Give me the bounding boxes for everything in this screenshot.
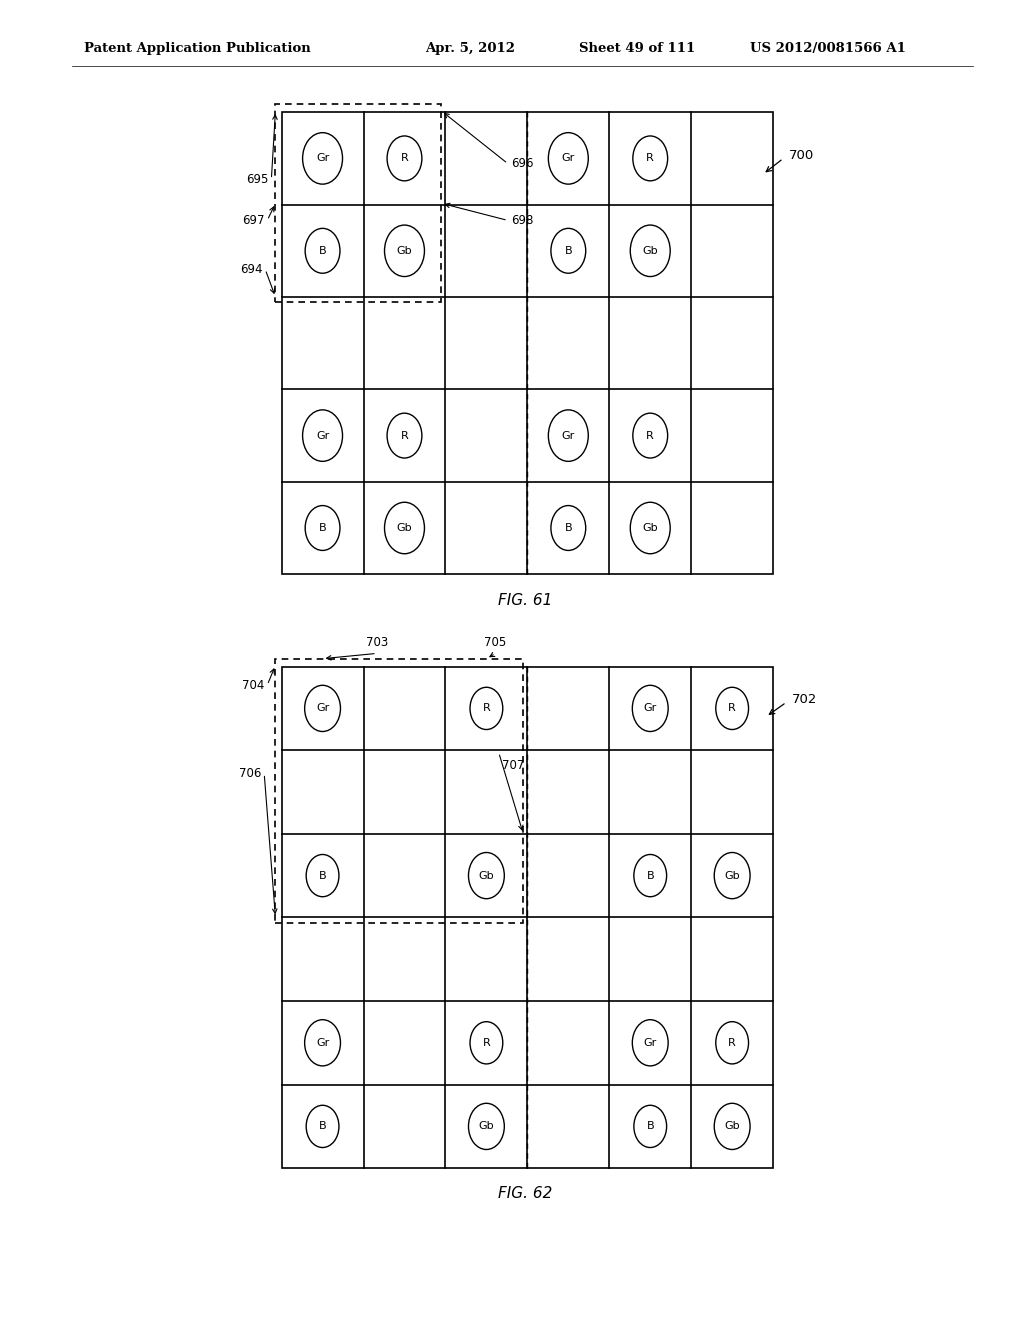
Text: R: R — [646, 430, 654, 441]
Text: Gr: Gr — [644, 704, 656, 713]
Text: 707: 707 — [502, 759, 524, 772]
Text: R: R — [646, 153, 654, 164]
Text: B: B — [646, 1122, 654, 1131]
Circle shape — [305, 228, 340, 273]
Circle shape — [303, 411, 342, 462]
Text: 704: 704 — [242, 678, 264, 692]
Text: Sheet 49 of 111: Sheet 49 of 111 — [579, 42, 695, 55]
Text: B: B — [646, 871, 654, 880]
Circle shape — [305, 1020, 340, 1067]
Text: Gr: Gr — [562, 153, 574, 164]
Circle shape — [633, 136, 668, 181]
Circle shape — [715, 1104, 750, 1150]
Text: 694: 694 — [240, 263, 262, 276]
Text: Apr. 5, 2012: Apr. 5, 2012 — [425, 42, 515, 55]
Text: Gr: Gr — [316, 153, 329, 164]
Text: B: B — [318, 871, 327, 880]
Text: 695: 695 — [246, 173, 268, 186]
Text: 696: 696 — [511, 157, 534, 170]
Circle shape — [551, 228, 586, 273]
Text: R: R — [728, 704, 736, 713]
Circle shape — [549, 133, 588, 185]
Text: 702: 702 — [792, 693, 817, 706]
Circle shape — [387, 413, 422, 458]
Text: Gb: Gb — [478, 1122, 495, 1131]
Text: R: R — [482, 704, 490, 713]
Text: FIG. 62: FIG. 62 — [498, 1185, 553, 1201]
Text: Gr: Gr — [316, 704, 329, 713]
Circle shape — [306, 1105, 339, 1147]
Text: Gr: Gr — [316, 430, 329, 441]
Text: Patent Application Publication: Patent Application Publication — [84, 42, 310, 55]
Circle shape — [306, 854, 339, 896]
Circle shape — [305, 506, 340, 550]
Circle shape — [716, 688, 749, 730]
Circle shape — [631, 224, 670, 277]
Text: FIG. 61: FIG. 61 — [498, 593, 553, 609]
Text: B: B — [318, 1122, 327, 1131]
Text: Gr: Gr — [562, 430, 574, 441]
Text: 706: 706 — [239, 767, 261, 780]
Circle shape — [633, 1020, 668, 1067]
Circle shape — [469, 853, 505, 899]
Text: Gb: Gb — [478, 871, 495, 880]
Text: Gb: Gb — [396, 523, 413, 533]
Text: B: B — [318, 246, 327, 256]
Text: Gb: Gb — [396, 246, 413, 256]
Bar — [275, 104, 441, 302]
Circle shape — [384, 503, 425, 554]
Text: Gb: Gb — [724, 1122, 740, 1131]
Circle shape — [633, 413, 668, 458]
Circle shape — [715, 853, 750, 899]
Circle shape — [634, 854, 667, 896]
Circle shape — [470, 688, 503, 730]
Text: 700: 700 — [788, 149, 814, 162]
Text: Gb: Gb — [724, 871, 740, 880]
Text: 703: 703 — [366, 636, 388, 649]
Text: R: R — [400, 153, 409, 164]
Text: B: B — [564, 246, 572, 256]
Circle shape — [631, 503, 670, 554]
Text: Gb: Gb — [642, 523, 658, 533]
Circle shape — [470, 1022, 503, 1064]
Circle shape — [384, 224, 425, 277]
Circle shape — [551, 506, 586, 550]
Text: R: R — [400, 430, 409, 441]
Circle shape — [303, 133, 342, 185]
Text: Gr: Gr — [316, 1038, 329, 1048]
Circle shape — [716, 1022, 749, 1064]
Circle shape — [634, 1105, 667, 1147]
Text: B: B — [318, 523, 327, 533]
Text: Gr: Gr — [644, 1038, 656, 1048]
Circle shape — [469, 1104, 505, 1150]
Text: Gb: Gb — [642, 246, 658, 256]
Circle shape — [549, 411, 588, 462]
Text: R: R — [482, 1038, 490, 1048]
Text: US 2012/0081566 A1: US 2012/0081566 A1 — [750, 42, 905, 55]
Bar — [282, 667, 773, 1168]
Circle shape — [387, 136, 422, 181]
Circle shape — [305, 685, 340, 731]
Bar — [275, 659, 523, 923]
Circle shape — [633, 685, 668, 731]
Text: 697: 697 — [242, 214, 264, 227]
Text: 698: 698 — [511, 214, 534, 227]
Bar — [282, 112, 773, 574]
Text: 705: 705 — [484, 636, 507, 649]
Text: B: B — [564, 523, 572, 533]
Text: R: R — [728, 1038, 736, 1048]
